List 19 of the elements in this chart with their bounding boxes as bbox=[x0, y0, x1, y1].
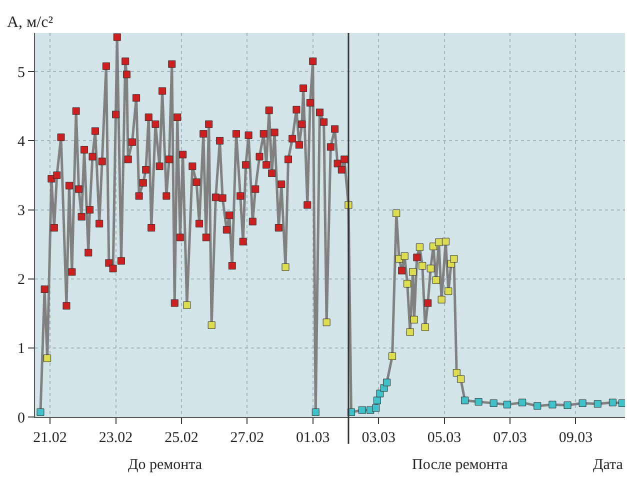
x-tick-label: 27.02 bbox=[230, 430, 264, 446]
y-tick-label: 4 bbox=[18, 134, 26, 150]
x-tick-label: 07.03 bbox=[493, 430, 527, 446]
y-tick-label: 1 bbox=[18, 341, 25, 358]
x-tick-label: 01.03 bbox=[296, 430, 330, 446]
x-tick-label: 03.03 bbox=[362, 430, 396, 446]
x-tick-label: 23.02 bbox=[98, 430, 133, 446]
text: После ремонта bbox=[412, 457, 508, 473]
x-tick-label: 05.03 bbox=[427, 430, 462, 446]
x-tick-label: 21.02 bbox=[33, 430, 67, 446]
y-tick-label: 2 bbox=[18, 272, 25, 288]
y-axis-title: A, м/с² bbox=[7, 14, 54, 31]
x-tick-label: 09.03 bbox=[558, 430, 593, 446]
y-tick-label: 5 bbox=[18, 64, 25, 81]
y-tick-label: 0 bbox=[18, 410, 25, 426]
x-tick-label: 25.02 bbox=[164, 430, 198, 446]
text: До ремонта bbox=[128, 457, 202, 473]
y-tick-label: 3 bbox=[18, 203, 25, 220]
x-axis-title: Дата bbox=[593, 457, 624, 473]
